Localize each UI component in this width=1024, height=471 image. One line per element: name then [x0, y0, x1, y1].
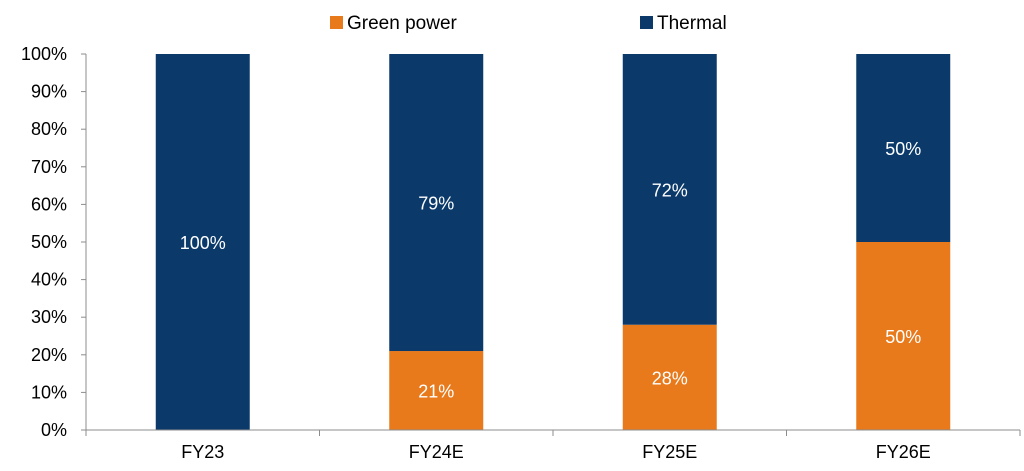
data-label-thermal-fy23: 100%	[180, 233, 226, 253]
legend-swatch-thermal	[640, 16, 653, 29]
x-category-label: FY26E	[876, 442, 931, 462]
data-label-green-power-fy26e: 50%	[885, 327, 921, 347]
bar-thermal-fy26e	[856, 54, 951, 242]
data-label-thermal-fy24e: 79%	[418, 194, 454, 214]
y-tick-label: 70%	[31, 157, 67, 177]
y-tick-label: 100%	[21, 44, 67, 64]
y-tick-label: 30%	[31, 307, 67, 327]
bar-green-power-fy26e	[856, 242, 951, 430]
y-axis: 0% 10% 20% 30% 40% 50% 60% 70% 80% 90% 100%	[21, 44, 87, 440]
data-label-green-power-fy25e: 28%	[652, 368, 688, 388]
legend: Green power Thermal	[330, 13, 727, 34]
y-tick-label: 90%	[31, 82, 67, 102]
legend-label-thermal: Thermal	[657, 13, 727, 34]
legend-swatch-green-power	[330, 16, 343, 29]
data-label-green-power-fy24e: 21%	[418, 382, 454, 402]
data-label-thermal-fy25e: 72%	[652, 180, 688, 200]
y-tick-label: 40%	[31, 270, 67, 290]
y-tick-label: 50%	[31, 232, 67, 252]
bar-thermal-fy24e	[389, 54, 484, 352]
y-tick-label: 20%	[31, 345, 67, 365]
legend-label-green-power: Green power	[347, 13, 458, 34]
bar-green-power-fy24e	[389, 351, 484, 430]
y-tick-label: 60%	[31, 194, 67, 214]
y-tick-label: 80%	[31, 119, 67, 139]
bar-thermal-fy25e	[622, 54, 717, 325]
x-category-label: FY24E	[409, 442, 464, 462]
x-category-label: FY25E	[642, 442, 697, 462]
bar-thermal-fy23	[155, 54, 250, 430]
y-tick-label: 0%	[41, 420, 67, 440]
data-label-thermal-fy26e: 50%	[885, 139, 921, 159]
x-category-label: FY23	[181, 442, 224, 462]
bars: 100% 21% 79% 28% 72% 50% 50%	[155, 54, 951, 430]
bar-green-power-fy25e	[622, 324, 717, 430]
y-tick-label: 10%	[31, 382, 67, 402]
x-axis: FY23 FY24E FY25E FY26E	[85, 429, 1021, 462]
